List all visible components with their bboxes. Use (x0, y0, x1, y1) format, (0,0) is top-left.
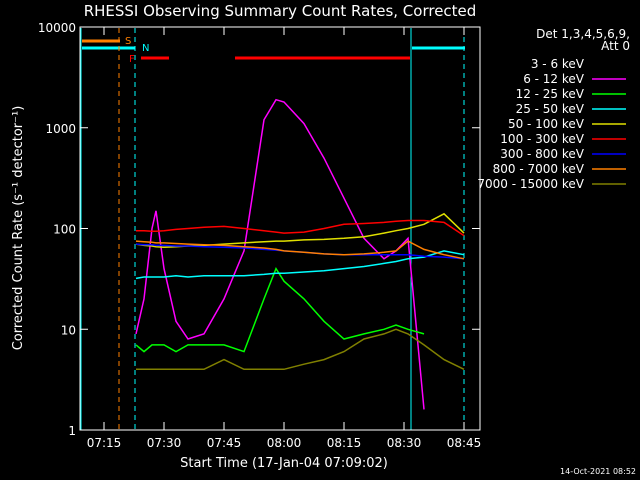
y-tick-label: 100 (53, 223, 76, 237)
legend-label: 3 - 6 keV (531, 57, 585, 71)
legend-label: 50 - 100 keV (508, 117, 585, 131)
series-line (136, 219, 465, 237)
x-tick-label: 08:30 (387, 436, 422, 450)
legend-header: Att 0 (601, 39, 630, 53)
x-tick-label: 08:15 (327, 436, 362, 450)
series-line (136, 328, 465, 371)
footer: 14-Oct-2021 08:52 (560, 467, 636, 476)
x-tick-label: 08:00 (267, 436, 302, 450)
legend-label: 100 - 300 keV (500, 132, 584, 146)
y-tick-label: 1 (68, 424, 76, 438)
y-tick-label: 10 (61, 323, 76, 337)
legend-label: 12 - 25 keV (516, 87, 585, 101)
legend-label: 300 - 800 keV (500, 147, 584, 161)
x-tick-label: 08:45 (447, 436, 482, 450)
series-line (135, 212, 465, 249)
y-tick-label: 10000 (38, 21, 76, 35)
x-tick-label: 07:45 (207, 436, 242, 450)
series-line (135, 98, 425, 410)
x-tick-label: 07:15 (87, 436, 122, 450)
x-tick-label: 07:30 (147, 436, 182, 450)
legend-label: 7000 - 15000 keV (477, 177, 584, 191)
legend-label: 800 - 7000 keV (493, 162, 585, 176)
series-line (135, 240, 465, 260)
series-line (135, 250, 465, 280)
series-line (135, 266, 425, 353)
flag-label: F (129, 54, 135, 65)
x-axis-label: Start Time (17-Jan-04 07:09:02) (180, 456, 388, 471)
legend-label: 25 - 50 keV (516, 102, 585, 116)
flag-label: N (142, 43, 149, 54)
legend-header: Det 1,3,4,5,6,9, (536, 27, 630, 41)
chart-title: RHESSI Observing Summary Count Rates, Co… (84, 2, 477, 20)
y-tick-label: 1000 (45, 122, 76, 136)
flag-label: S (125, 36, 131, 47)
legend-label: 6 - 12 keV (523, 72, 585, 86)
y-axis-label: Corrected Count Rate (s⁻¹ detector⁻¹) (11, 106, 26, 351)
flags: S N F (80, 28, 465, 430)
